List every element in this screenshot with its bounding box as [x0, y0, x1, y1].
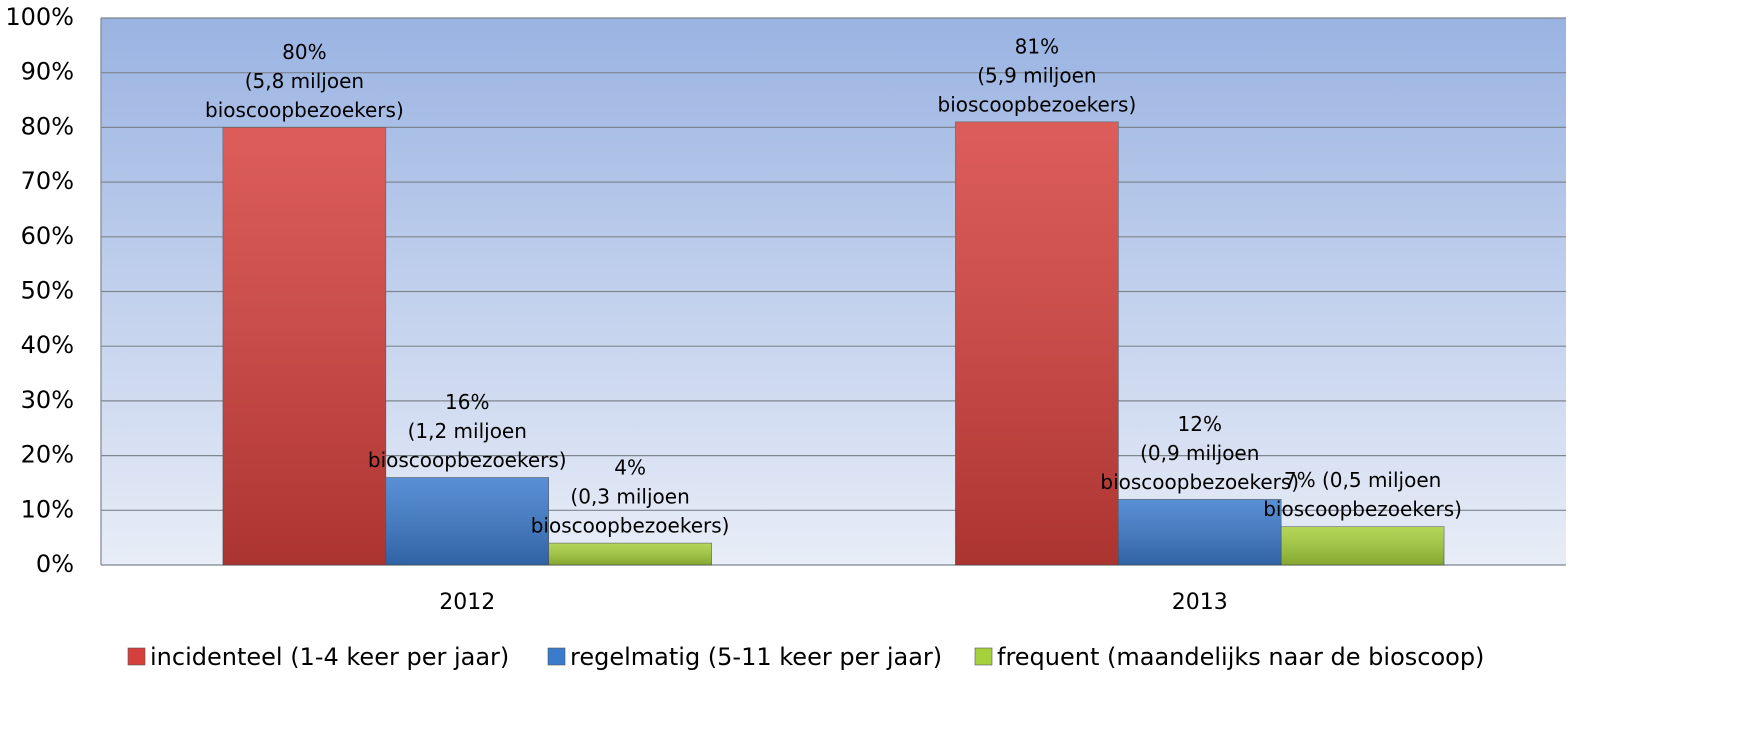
y-tick-label: 30% [21, 386, 74, 414]
data-label: 80% [282, 40, 326, 64]
data-label: bioscoopbezoekers) [1100, 470, 1299, 494]
data-label: 7% (0,5 miljoen [1284, 468, 1441, 492]
bar [955, 121, 1119, 566]
data-label: (5,9 miljoen [977, 63, 1096, 87]
bar [385, 477, 549, 566]
data-label: (5,8 miljoen [245, 69, 364, 93]
legend-swatch [547, 647, 566, 666]
data-label: 16% [445, 390, 489, 414]
legend-swatch [127, 647, 146, 666]
x-tick-label: 2013 [1172, 590, 1228, 615]
data-label: bioscoopbezoekers) [368, 448, 567, 472]
x-tick-label: 2012 [439, 590, 495, 615]
data-label: bioscoopbezoekers) [1263, 497, 1462, 521]
data-label: 12% [1178, 412, 1222, 436]
legend-label: frequent (maandelijks naar de bioscoop) [997, 643, 1484, 671]
y-tick-label: 80% [21, 112, 74, 140]
y-tick-label: 0% [36, 550, 74, 578]
data-label: (0,3 miljoen [570, 485, 689, 509]
data-label: 81% [1015, 34, 1059, 58]
data-label: bioscoopbezoekers) [205, 98, 404, 122]
data-label: 4% [614, 456, 646, 480]
data-label: bioscoopbezoekers) [938, 92, 1137, 116]
data-label: (1,2 miljoen [408, 419, 527, 443]
y-tick-label: 40% [21, 331, 74, 359]
y-tick-label: 100% [5, 3, 74, 31]
bar [1280, 526, 1445, 566]
y-tick-label: 20% [21, 441, 74, 469]
y-tick-label: 50% [21, 277, 74, 305]
bar [222, 127, 387, 566]
y-tick-label: 10% [21, 495, 74, 523]
data-label: bioscoopbezoekers) [531, 514, 730, 538]
y-tick-label: 90% [21, 58, 74, 86]
legend-label: incidenteel (1-4 keer per jaar) [150, 643, 509, 671]
y-tick-label: 70% [21, 167, 74, 195]
legend-swatch [974, 647, 993, 666]
data-label: (0,9 miljoen [1140, 441, 1259, 465]
bar [548, 542, 712, 566]
legend-label: regelmatig (5-11 keer per jaar) [570, 643, 942, 671]
bar [1118, 499, 1282, 566]
y-tick-label: 60% [21, 222, 74, 250]
